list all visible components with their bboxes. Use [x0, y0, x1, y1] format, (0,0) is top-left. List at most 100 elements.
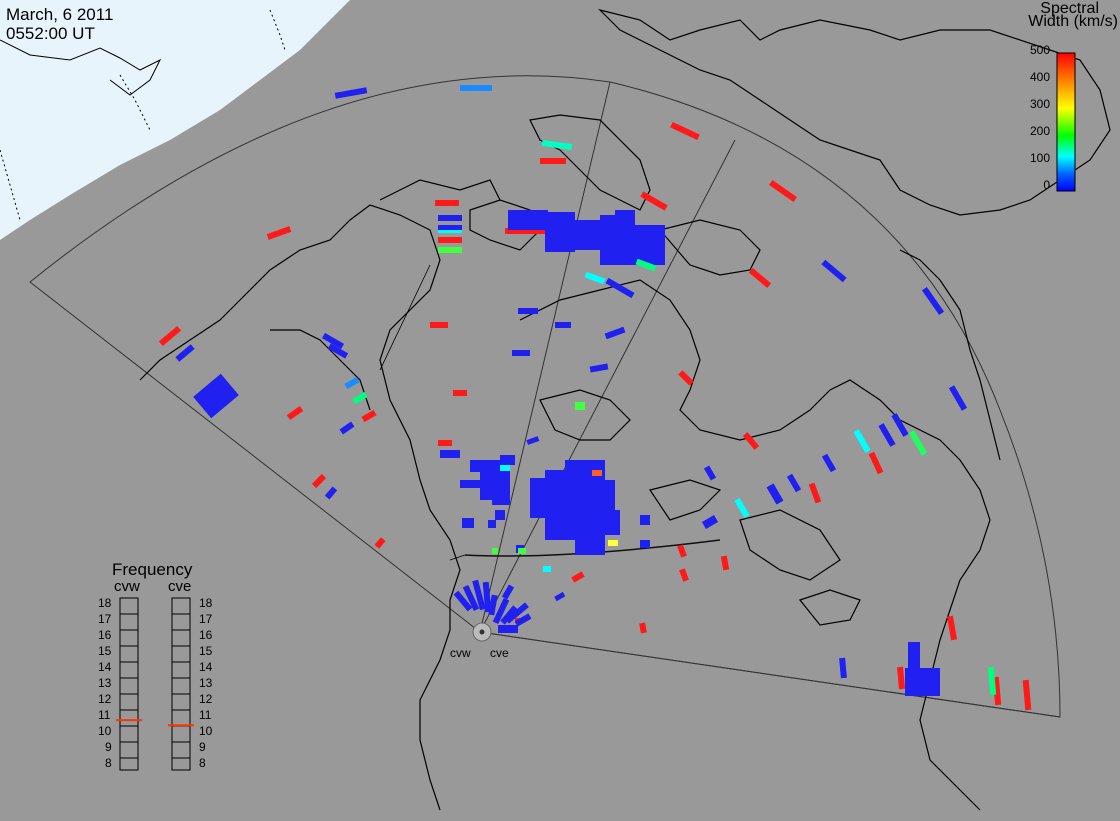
freq-tick-label: 8	[105, 756, 112, 770]
colorbar-title-line2: Width (km/s)	[1028, 13, 1118, 30]
terminator-region	[0, 0, 350, 240]
scatter-cell	[518, 308, 538, 314]
scatter-cell	[640, 540, 650, 548]
scatter-near-radar	[453, 579, 532, 633]
freq-tick-label: 16	[98, 628, 112, 642]
scatter-cell	[352, 391, 368, 405]
scatter-cell	[311, 473, 327, 489]
scatter-cell	[908, 642, 920, 672]
freq-tick-label: 10	[199, 724, 213, 738]
scatter-cell	[321, 332, 345, 350]
frequency-cve-label: cve	[168, 578, 192, 595]
scatter-cell	[605, 277, 635, 299]
scatter-cell	[592, 470, 602, 476]
freq-tick-label: 16	[199, 628, 213, 642]
scatter-cell	[374, 537, 386, 549]
scatter-cell	[868, 451, 884, 475]
scatter-cell	[482, 581, 492, 613]
scatter-cell	[492, 548, 498, 554]
scatter-cell	[987, 666, 997, 696]
scatter-cell	[821, 259, 847, 283]
scatter-cell	[193, 373, 239, 419]
scatter-cell	[453, 590, 473, 612]
scatter-cell	[498, 625, 518, 633]
scatter-cell	[327, 343, 349, 359]
freq-tick-label: 9	[199, 740, 206, 754]
scatter-cell	[554, 591, 566, 602]
radar-fov-outline	[29, 75, 1061, 718]
coastlines	[139, 8, 1111, 811]
terminator-meridian-1	[0, 149, 21, 221]
radar-site-center	[479, 629, 485, 635]
scatter-cell	[571, 571, 585, 583]
freq-tick-label: 11	[199, 708, 212, 722]
scatter-cell	[891, 413, 909, 437]
scatter-cell	[526, 436, 540, 445]
freq-cve-column	[171, 597, 191, 771]
colorbar-tick-label: 300	[1029, 97, 1050, 111]
scatter-cell	[808, 482, 822, 504]
scatter-cell	[897, 666, 905, 690]
scatter-cell	[604, 326, 626, 340]
scatter-cell	[734, 497, 750, 519]
scatter-cell	[462, 518, 474, 528]
scatter-cell	[512, 350, 530, 356]
freq-tick-label: 17	[199, 612, 213, 626]
scatter-cell	[853, 429, 871, 453]
fov-divider-1	[479, 81, 611, 633]
scatter-cell	[635, 258, 657, 272]
scatter-cell	[505, 602, 529, 624]
scatter-cell	[555, 322, 571, 328]
freq-tick-label: 12	[199, 692, 213, 706]
freq-tick-label: 17	[98, 612, 112, 626]
scatter-low-width	[175, 87, 968, 696]
scatter-cell	[514, 613, 532, 627]
freq-tick-label: 14	[98, 660, 112, 674]
scatter-cell	[640, 515, 650, 525]
scatter-cell	[720, 555, 730, 571]
scatter-cell	[488, 520, 496, 528]
scatter-cell	[908, 430, 928, 456]
scatter-cell	[438, 230, 462, 233]
scatter-cell	[462, 584, 480, 612]
scatter-cell	[615, 210, 635, 225]
scatter-cell	[575, 402, 585, 410]
colorbar-gradient	[1056, 52, 1076, 192]
scatter-cell	[625, 225, 665, 265]
freq-tick-label: 15	[199, 644, 213, 658]
freq-tick-label: 10	[98, 724, 112, 738]
scatter-cell	[766, 483, 784, 505]
scatter-cell	[839, 657, 847, 679]
freq-tick-label: 9	[105, 740, 112, 754]
boundaries	[379, 264, 466, 561]
scatter-cell	[921, 286, 945, 316]
scatter-cell	[470, 460, 500, 472]
freq-tick-label: 13	[98, 676, 112, 690]
scatter-cell	[768, 179, 798, 203]
scatter-cell	[361, 409, 377, 423]
scatter-cell	[600, 510, 620, 535]
scatter-cell	[703, 465, 717, 481]
colorbar-tick-label: 0	[1043, 178, 1050, 192]
scatter-cell	[495, 510, 505, 520]
frequency-title: Frequency	[112, 560, 193, 579]
scatter-cell	[435, 200, 459, 206]
scatter-cell	[438, 237, 462, 243]
freq-cvw-column	[119, 597, 139, 771]
scatter-cell	[543, 566, 551, 572]
scatter-cell	[821, 453, 837, 473]
scatter-cell	[878, 423, 896, 447]
scatter-cell	[501, 584, 515, 600]
colorbar-title-line1: Spectral	[1040, 0, 1099, 17]
freq-tick-label: 12	[98, 692, 112, 706]
scatter-cell	[158, 325, 182, 347]
scatter-cell	[608, 540, 618, 546]
freq-tick-label: 18	[98, 596, 112, 610]
terminator-meridian-3	[269, 9, 286, 51]
scatter-cell	[500, 465, 510, 471]
scatter-cell	[488, 594, 498, 616]
colorbar-tick-label: 100	[1029, 151, 1050, 165]
scatter-cell	[508, 210, 548, 230]
